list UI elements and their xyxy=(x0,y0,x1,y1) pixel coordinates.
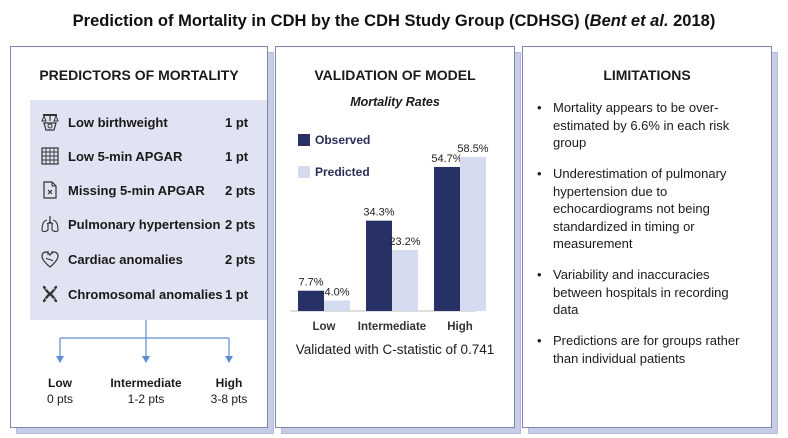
heart-icon xyxy=(41,251,59,268)
bar-predicted-low xyxy=(324,300,350,311)
limitation-item: Predictions are for groups rather than i… xyxy=(533,332,749,367)
missing-document-icon xyxy=(43,181,57,199)
risk-arrows xyxy=(56,320,233,363)
page-title: Prediction of Mortality in CDH by the CD… xyxy=(0,12,788,31)
legend-predicted: Predicted xyxy=(298,165,370,179)
scale-icon xyxy=(41,114,59,131)
chromosome-icon xyxy=(42,285,58,303)
validation-panel: VALIDATION OF MODEL Mortality Rates Obse… xyxy=(275,46,515,428)
category-label-intermediate: Intermediate xyxy=(358,321,426,333)
predictor-points: 2 pts xyxy=(225,216,256,232)
risk-group-name: Low xyxy=(48,376,72,390)
predictor-row: Missing 5-min APGAR 2 pts xyxy=(30,175,267,205)
risk-group-range: 1-2 pts xyxy=(127,392,165,406)
legend-swatch-predicted xyxy=(298,166,310,178)
legend-label: Observed xyxy=(315,133,371,147)
risk-group-name: High xyxy=(215,376,243,390)
bar-predicted-intermediate xyxy=(392,249,418,311)
risk-group-name: Intermediate xyxy=(110,376,182,390)
legend-observed: Observed xyxy=(298,133,370,147)
grid-icon xyxy=(41,147,59,165)
risk-group-range: 0 pts xyxy=(46,392,73,406)
predictor-row: Low 5-min APGAR 1 pt xyxy=(30,141,267,171)
limitation-item: Variability and inaccuracies between hos… xyxy=(533,266,749,319)
lungs-icon xyxy=(41,216,59,233)
data-label-predicted-high: 58.5% xyxy=(457,143,488,155)
category-label-high: High xyxy=(447,321,473,333)
bar-observed-low xyxy=(298,290,324,311)
limitation-item: Underestimation of pulmonary hypertensio… xyxy=(533,165,749,253)
predictors-heading: PREDICTORS OF MORTALITY xyxy=(39,67,239,83)
validation-footer: Validated with C-statistic of 0.741 xyxy=(295,342,495,357)
validation-heading: VALIDATION OF MODEL xyxy=(314,67,476,83)
legend-label: Predicted xyxy=(315,165,370,179)
predictor-points: 1 pt xyxy=(225,148,249,164)
bar-predicted-high xyxy=(460,156,486,311)
predictor-points: 1 pt xyxy=(225,114,249,130)
predictor-label: Low birthweight xyxy=(68,114,168,130)
limitation-item: Mortality appears to be over-estimated b… xyxy=(533,99,749,152)
predictors-panel: PREDICTORS OF MORTALITY Low birthweight … xyxy=(10,46,268,428)
data-label-predicted-intermediate: 23.2% xyxy=(389,236,420,248)
chart-title: Mortality Rates xyxy=(350,95,440,109)
title-citation-authors: Bent et al. xyxy=(589,12,669,30)
predictor-label: Missing 5-min APGAR xyxy=(68,182,205,198)
predictor-row: Cardiac anomalies 2 pts xyxy=(30,244,267,274)
data-label-predicted-low: 4.0% xyxy=(324,286,349,298)
risk-group-low: Low 0 pts xyxy=(35,375,85,407)
bar-observed-high xyxy=(434,166,460,311)
risk-group-range: 3-8 pts xyxy=(210,392,248,406)
risk-group-high: High 3-8 pts xyxy=(194,375,264,407)
limitations-panel: LIMITATIONS Mortality appears to be over… xyxy=(522,46,772,428)
predictor-row: Pulmonary hypertension 2 pts xyxy=(30,209,267,239)
predictor-label: Pulmonary hypertension xyxy=(68,216,221,232)
bar-observed-intermediate xyxy=(366,220,392,311)
predictor-label: Cardiac anomalies xyxy=(68,251,183,267)
title-main: Prediction of Mortality in CDH by the CD… xyxy=(72,12,590,30)
predictors-list: Low birthweight 1 pt Low 5-min APGAR 1 p… xyxy=(30,100,267,320)
predictor-points: 2 pts xyxy=(225,182,256,198)
predictor-label: Low 5-min APGAR xyxy=(68,148,183,164)
limitations-list: Mortality appears to be over-estimated b… xyxy=(533,99,749,381)
title-citation-year: 2018) xyxy=(668,12,716,30)
predictor-points: 1 pt xyxy=(225,286,249,302)
predictor-label: Chromosomal anomalies xyxy=(68,286,223,302)
data-label-observed-intermediate: 34.3% xyxy=(363,207,394,219)
predictor-row: Low birthweight 1 pt xyxy=(30,107,267,137)
risk-group-intermediate: Intermediate 1-2 pts xyxy=(101,375,191,407)
predictor-row: Chromosomal anomalies 1 pt xyxy=(30,279,267,309)
category-label-low: Low xyxy=(313,321,336,333)
predictor-points: 2 pts xyxy=(225,251,256,267)
data-label-observed-high: 54.7% xyxy=(431,153,462,165)
data-label-observed-low: 7.7% xyxy=(298,277,323,289)
mortality-bar-chart: 7.7%4.0% Low 34.3% 23.2% Intermediate 54.7%58… xyxy=(290,143,489,333)
limitations-heading: LIMITATIONS xyxy=(603,67,691,83)
legend-swatch-observed xyxy=(298,134,310,146)
